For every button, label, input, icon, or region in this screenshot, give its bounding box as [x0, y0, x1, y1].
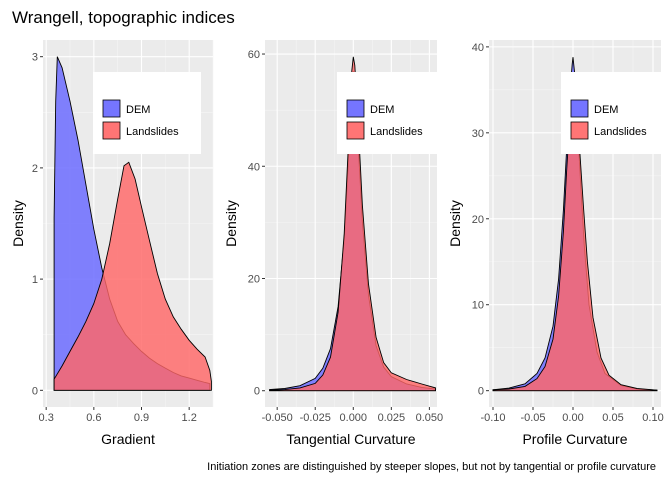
x-tick-label: -0.10: [480, 412, 505, 424]
x-tick-label: 0.025: [378, 412, 406, 424]
y-axis-label: Density: [447, 200, 463, 247]
legend-key-dem: [102, 99, 121, 118]
x-tick-label: 0.000: [340, 412, 368, 424]
x-tick-label: -0.05: [520, 412, 545, 424]
density-area-landslides: [269, 56, 436, 392]
legend: DEM Landslides: [337, 72, 445, 154]
density-areas: [53, 56, 212, 391]
y-tick-label: 30: [472, 128, 484, 140]
x-tick-label: 0.3: [39, 412, 54, 424]
density-area-landslides: [53, 161, 212, 391]
x-tick-label: 0.050: [416, 412, 444, 424]
y-tick-label: 60: [248, 49, 260, 61]
y-tick-label: 20: [248, 273, 260, 285]
y-tick-label: 40: [472, 42, 484, 54]
x-tick-label: 0.00: [562, 412, 583, 424]
legend-label-landslides: Landslides: [370, 126, 423, 138]
legend-key-landslides: [346, 121, 365, 140]
panel-3: -0.10 -0.05 0.00 0.05 0.10 0 10 20 30 40 Profile C…: [447, 40, 669, 447]
panel-1: 0.3 0.6 0.9 1.2 0 1 2 3 Gradient Density DEM Landsl…: [10, 40, 214, 447]
x-tick-label: 1.2: [182, 412, 197, 424]
y-tick-label: 0: [254, 386, 260, 398]
legend: DEM Landslides: [93, 72, 201, 154]
legend-key-landslides: [102, 121, 121, 140]
legend-label-landslides: Landslides: [594, 126, 647, 138]
legend-label-landslides: Landslides: [126, 126, 179, 138]
y-tick-label: 10: [472, 300, 484, 312]
y-axis-label: Density: [223, 200, 239, 247]
y-tick-label: 0: [478, 386, 484, 398]
legend-label-dem: DEM: [126, 104, 150, 116]
y-tick-label: 2: [32, 163, 38, 175]
x-tick-label: 0.9: [134, 412, 149, 424]
x-tick-label: -0.025: [300, 412, 331, 424]
x-tick-label: 0.6: [86, 412, 101, 424]
legend-key-landslides: [570, 121, 589, 140]
figure-caption: Initiation zones are distinguished by st…: [207, 461, 656, 473]
x-axis-label: Tangential Curvature: [286, 431, 415, 447]
legend: DEM Landslides: [561, 72, 669, 154]
legend-label-dem: DEM: [594, 104, 618, 116]
x-axis-label: Profile Curvature: [522, 431, 627, 447]
figure-title: Wrangell, topographic indices: [12, 8, 235, 27]
x-axis-label: Gradient: [101, 431, 155, 447]
legend-key-dem: [346, 99, 365, 118]
panel-2: -0.050 -0.025 0.000 0.025 0.050 0 20 40 60 Tangen…: [223, 40, 445, 447]
y-tick-label: 1: [32, 274, 38, 286]
y-tick-label: 20: [472, 214, 484, 226]
y-tick-label: 0: [32, 385, 38, 397]
y-axis-label: Density: [10, 200, 26, 247]
y-tick-label: 40: [248, 161, 260, 173]
panels: 0.3 0.6 0.9 1.2 0 1 2 3 Gradient Density DEM Landsl…: [10, 40, 669, 447]
legend-key-dem: [570, 99, 589, 118]
y-tick-label: 3: [32, 52, 38, 64]
x-tick-label: -0.050: [262, 412, 293, 424]
x-tick-label: 0.05: [602, 412, 623, 424]
x-tick-label: 0.10: [642, 412, 663, 424]
legend-label-dem: DEM: [370, 104, 394, 116]
